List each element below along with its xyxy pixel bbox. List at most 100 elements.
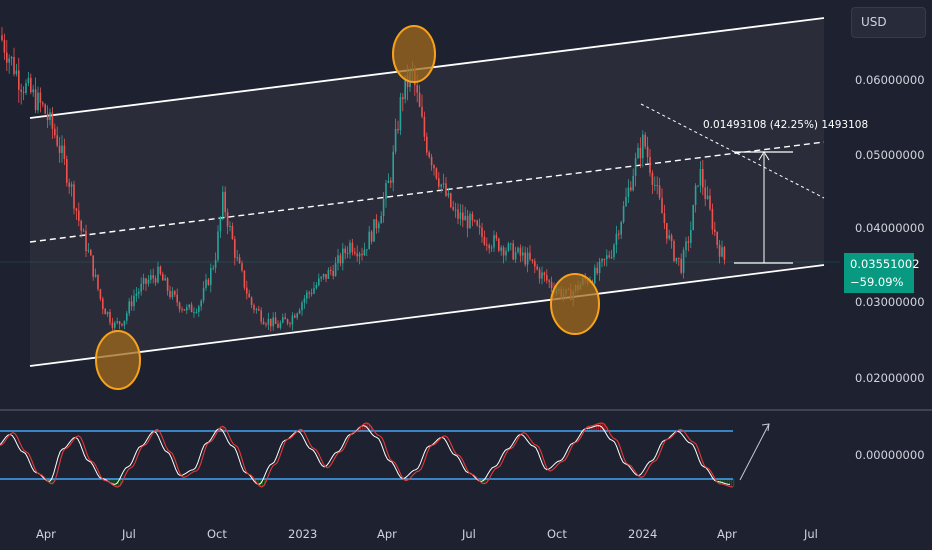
candle-body xyxy=(106,311,109,315)
candle-body xyxy=(219,217,222,232)
candle-body xyxy=(140,283,142,292)
candle-body xyxy=(622,206,625,222)
candle-body xyxy=(337,255,339,264)
candle-body xyxy=(231,225,234,240)
candle-body xyxy=(692,204,694,231)
candle-body xyxy=(505,250,507,256)
candle-body xyxy=(114,322,116,328)
candle-body xyxy=(385,183,387,199)
candle-body xyxy=(687,241,690,243)
candle-body xyxy=(423,116,426,137)
candle-body xyxy=(440,184,442,187)
current-price-value: 0.03551002 xyxy=(850,257,920,271)
candle-body xyxy=(248,293,250,298)
candle-body xyxy=(20,89,22,92)
candle-body xyxy=(541,272,543,279)
candle-body xyxy=(550,281,553,289)
current-price-badge: 0.03551002 −59.09% xyxy=(844,253,920,293)
candle-body xyxy=(673,241,675,262)
projection-arrow[interactable] xyxy=(739,423,770,481)
candle-body xyxy=(536,266,538,270)
channel-middle-line[interactable] xyxy=(29,141,825,243)
candle-body xyxy=(116,321,118,323)
candle-body xyxy=(128,301,130,314)
candle-body xyxy=(241,263,243,271)
candle-body xyxy=(70,184,73,187)
candle-body xyxy=(668,235,670,239)
candle-body xyxy=(308,292,310,294)
price-axis[interactable]: 0.06000000 0.05000000 0.04000000 0.03000… xyxy=(855,73,925,385)
x-tick-label: Jul xyxy=(461,527,476,541)
candle-body xyxy=(339,255,342,264)
x-tick-label: Oct xyxy=(547,527,567,541)
candle-body xyxy=(51,112,54,129)
candle-body xyxy=(459,212,462,219)
candle-body xyxy=(109,311,111,323)
candle-body xyxy=(277,324,279,328)
candle-body xyxy=(34,89,37,111)
candle-body xyxy=(678,257,680,259)
candle-body xyxy=(253,305,255,310)
highlight-circle-top[interactable] xyxy=(392,25,436,83)
candle-body xyxy=(188,304,190,308)
candle-body xyxy=(99,289,102,299)
candle-body xyxy=(94,274,97,277)
currency-selector[interactable]: USD xyxy=(851,7,926,38)
candle-body xyxy=(670,235,673,242)
candle-body xyxy=(174,291,176,295)
candle-body xyxy=(282,317,284,323)
candle-body xyxy=(130,301,133,307)
candle-body xyxy=(56,135,58,146)
candle-body xyxy=(171,291,174,298)
candle-body xyxy=(380,216,382,224)
candle-body xyxy=(222,191,224,218)
candle-body xyxy=(522,252,524,256)
candle-body xyxy=(13,56,15,75)
candle-body xyxy=(394,128,397,152)
candle-body xyxy=(327,269,330,279)
candle-body xyxy=(296,313,298,318)
candle-body xyxy=(73,184,75,209)
candle-body xyxy=(121,323,123,326)
y-tick-label: 0.06000000 xyxy=(855,73,925,87)
candle-body xyxy=(498,238,500,251)
candle-body xyxy=(694,185,697,205)
candle-body xyxy=(642,134,644,159)
candle-body xyxy=(716,231,718,245)
candle-body xyxy=(632,175,634,191)
candle-body xyxy=(236,257,238,259)
highlight-circle-bottom-right[interactable] xyxy=(550,273,600,335)
candle-body xyxy=(46,113,49,121)
measure-tool[interactable] xyxy=(734,151,793,264)
candle-body xyxy=(44,104,46,114)
candle-body xyxy=(493,235,495,248)
candle-body xyxy=(416,85,418,93)
candle-body xyxy=(464,215,466,221)
candle-body xyxy=(162,274,164,281)
candle-body xyxy=(382,198,385,217)
candle-body xyxy=(618,233,620,235)
y-tick-label: 0.02000000 xyxy=(855,371,925,385)
candle-body xyxy=(284,317,286,320)
candle-body xyxy=(718,244,721,257)
oscillator-zero-label: 0.00000000 xyxy=(855,448,925,462)
candle-body xyxy=(358,253,361,257)
candle-body xyxy=(8,58,10,63)
candle-body xyxy=(368,231,370,250)
candle-body xyxy=(181,309,183,311)
candle-body xyxy=(214,259,217,268)
candle-body xyxy=(430,156,433,166)
descending-trendline[interactable] xyxy=(640,103,825,199)
candle-body xyxy=(361,253,363,256)
candle-body xyxy=(342,248,344,264)
candle-body xyxy=(476,220,478,226)
candle-body xyxy=(260,310,262,322)
candle-body xyxy=(373,219,375,242)
channel-lower-line[interactable] xyxy=(29,264,825,367)
candle-body xyxy=(387,180,390,184)
candle-body xyxy=(198,306,200,312)
time-axis[interactable]: Apr Jul Oct 2023 Apr Jul Oct 2024 Apr Ju… xyxy=(36,527,818,541)
candle-body xyxy=(663,213,666,224)
highlight-circle-bottom-left[interactable] xyxy=(95,330,141,390)
